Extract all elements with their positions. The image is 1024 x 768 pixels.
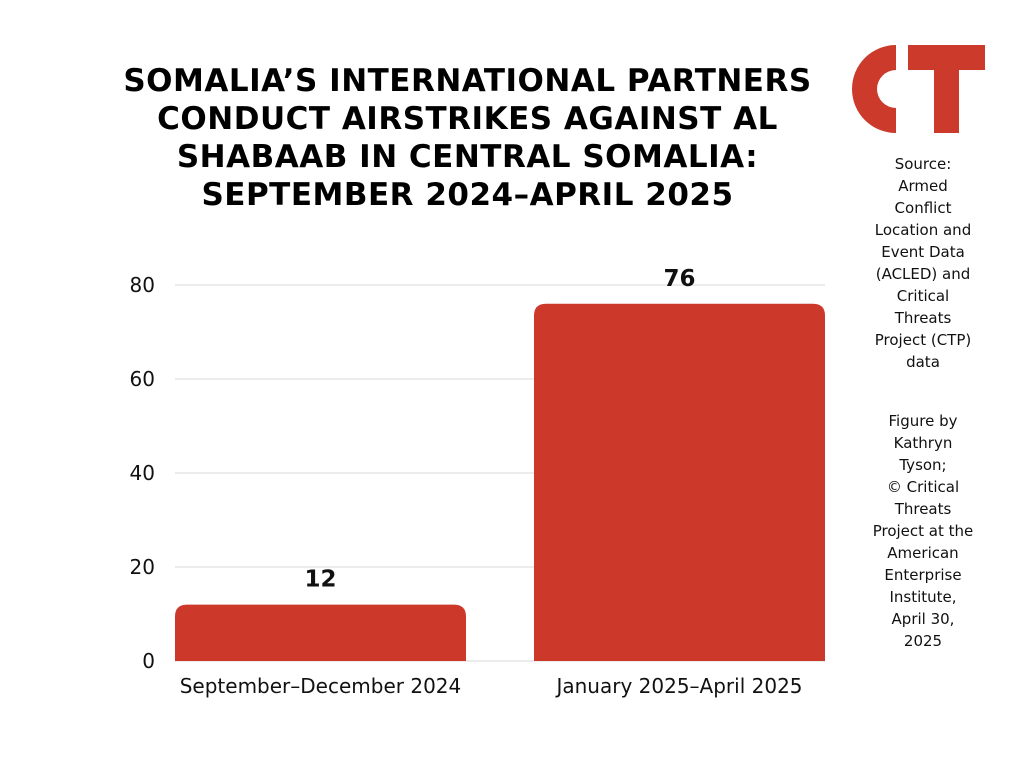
y-tick-label: 0 xyxy=(142,649,155,673)
x-category-label: January 2025–April 2025 xyxy=(554,674,802,698)
y-tick-label: 40 xyxy=(130,461,155,485)
credit-note: Figure by Kathryn Tyson; © Critical Thre… xyxy=(860,410,986,652)
logo-c-shape xyxy=(852,45,896,133)
credit-line: Kathryn xyxy=(893,434,953,452)
data-label: 76 xyxy=(663,266,695,292)
logo-t-stem xyxy=(934,45,959,133)
y-tick-label: 60 xyxy=(130,367,155,391)
credit-line: Threats xyxy=(894,500,952,518)
credit-line: © Critical xyxy=(886,478,960,496)
credit-line: Project at the xyxy=(872,522,974,540)
chart-title: SOMALIA’S INTERNATIONAL PARTNERS CONDUCT… xyxy=(110,62,825,214)
y-tick-label: 20 xyxy=(130,555,155,579)
credit-line: Institute, xyxy=(889,588,957,606)
source-line: Location and xyxy=(874,221,972,239)
source-line: (ACLED) and xyxy=(875,265,971,283)
source-line: Project (CTP) xyxy=(874,331,972,349)
credit-line: Enterprise xyxy=(884,566,962,584)
source-line: Source: xyxy=(894,155,952,173)
credit-line: Figure by xyxy=(888,412,958,430)
source-line: Conflict xyxy=(894,199,952,217)
credit-line: 2025 xyxy=(903,632,943,650)
credit-line: Tyson; xyxy=(899,456,947,474)
source-note: Source: Armed Conflict Location and Even… xyxy=(860,153,986,373)
source-line: Threats xyxy=(894,309,952,327)
title-line: SOMALIA’S INTERNATIONAL PARTNERS xyxy=(123,63,812,99)
bar xyxy=(534,303,825,661)
source-line: Event Data xyxy=(881,243,965,261)
bar xyxy=(175,604,466,661)
title-line: CONDUCT AIRSTRIKES AGAINST AL xyxy=(157,101,778,137)
y-tick-label: 80 xyxy=(130,273,155,297)
source-line: data xyxy=(906,353,940,371)
credit-line: American xyxy=(887,544,959,562)
source-line: Critical xyxy=(896,287,950,305)
title-line: SEPTEMBER 2024–APRIL 2025 xyxy=(201,177,734,213)
title-line: SHABAAB IN CENTRAL SOMALIA: xyxy=(176,139,759,175)
source-line: Armed xyxy=(898,177,948,195)
x-category-label: September–December 2024 xyxy=(180,674,462,698)
credit-line: April 30, xyxy=(891,610,955,628)
data-label: 12 xyxy=(304,567,336,593)
critical-threats-logo xyxy=(852,45,985,133)
